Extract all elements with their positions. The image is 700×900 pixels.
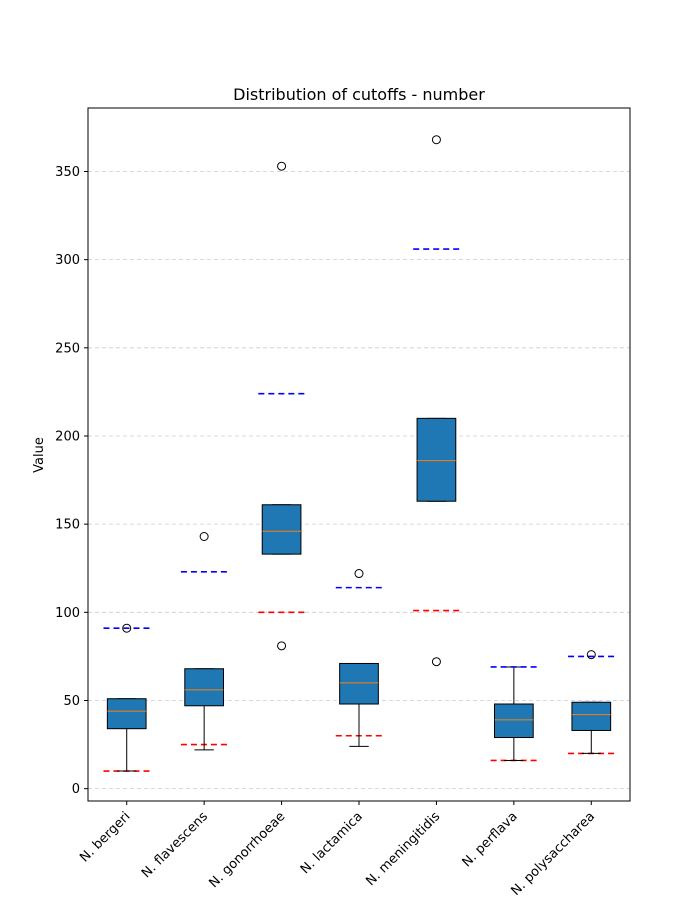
y-tick-label: 250 — [55, 341, 80, 356]
outliers — [122, 135, 596, 667]
box — [184, 668, 225, 751]
box — [261, 504, 302, 555]
outlier-point — [431, 657, 441, 667]
box — [571, 701, 612, 754]
box — [106, 698, 147, 772]
y-tick-label: 200 — [55, 429, 80, 444]
blue-reference-lines — [103, 248, 615, 668]
box-body — [339, 662, 379, 705]
outlier-point — [199, 531, 209, 541]
y-axis: 0 50 100 150 200 250 300 350 — [55, 165, 88, 797]
outlier-point — [586, 650, 596, 660]
x-tick-label: N. perflava — [460, 809, 521, 870]
outlier-point — [122, 623, 132, 633]
x-tick-label: N. bergeri — [77, 809, 133, 865]
box-series — [106, 417, 612, 772]
outlier-point — [354, 569, 364, 579]
outlier-point — [431, 135, 441, 145]
y-tick-label: 150 — [55, 518, 80, 533]
y-tick-label: 0 — [72, 782, 80, 797]
box-body — [571, 701, 612, 731]
x-tick-label: N. gonorrhoeae — [207, 809, 289, 891]
grid-lines — [88, 171, 630, 790]
outlier-point — [277, 641, 287, 651]
box-body — [106, 698, 147, 730]
y-tick-label: 50 — [63, 694, 80, 709]
chart-title: Distribution of cutoffs - number — [233, 85, 485, 104]
outlier-point — [277, 161, 287, 171]
x-tick-label: N. meningitidis — [363, 809, 443, 889]
x-tick-label: N. lactamica — [298, 809, 366, 877]
x-tick-label: N. polysaccharea — [508, 809, 598, 899]
box-body — [494, 703, 534, 739]
y-tick-label: 300 — [55, 253, 80, 268]
y-axis-label: Value — [32, 437, 47, 473]
box-body — [261, 504, 302, 555]
box — [339, 662, 379, 747]
x-tick-label: N. flavescens — [139, 809, 211, 881]
box-body — [416, 417, 457, 502]
box — [416, 417, 457, 502]
box — [494, 666, 534, 761]
box-body — [184, 668, 225, 707]
y-tick-label: 350 — [55, 165, 80, 180]
y-tick-label: 100 — [55, 606, 80, 621]
